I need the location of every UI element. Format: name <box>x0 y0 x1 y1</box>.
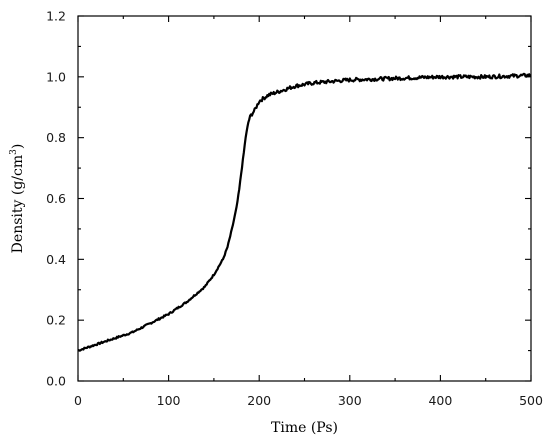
series-group <box>77 72 532 352</box>
plot-area-border <box>77 15 532 382</box>
plot-frame <box>77 15 532 382</box>
y-tick-label: 0.8 <box>46 130 66 145</box>
y-axis: 0.0 0.2 0.4 0.6 0.8 1.0 1.2 <box>46 9 531 389</box>
y-tick-label: 0.4 <box>46 252 66 267</box>
series-line <box>77 72 532 352</box>
x-tick-label: 0 <box>74 393 82 408</box>
x-axis: 0 100 200 300 400 500 <box>74 16 543 408</box>
y-axis-title-superscript: 3 <box>9 149 19 155</box>
y-tick-label: 0.6 <box>46 191 66 206</box>
x-tick-label: 500 <box>519 393 543 408</box>
y-axis-title-close: ) <box>10 144 26 149</box>
x-tick-label: 100 <box>157 393 181 408</box>
y-tick-label: 0.0 <box>46 374 66 389</box>
y-tick-label: 1.0 <box>46 69 66 84</box>
y-axis-title: Density (g/cm3) <box>9 144 26 254</box>
y-axis-title-main: Density (g/cm <box>10 155 26 253</box>
x-tick-label: 300 <box>338 393 362 408</box>
x-axis-title: Time (Ps) <box>271 420 338 436</box>
y-tick-label: 0.2 <box>46 313 66 328</box>
y-tick-label: 1.2 <box>46 9 66 24</box>
x-tick-label: 400 <box>428 393 452 408</box>
x-tick-label: 200 <box>247 393 271 408</box>
